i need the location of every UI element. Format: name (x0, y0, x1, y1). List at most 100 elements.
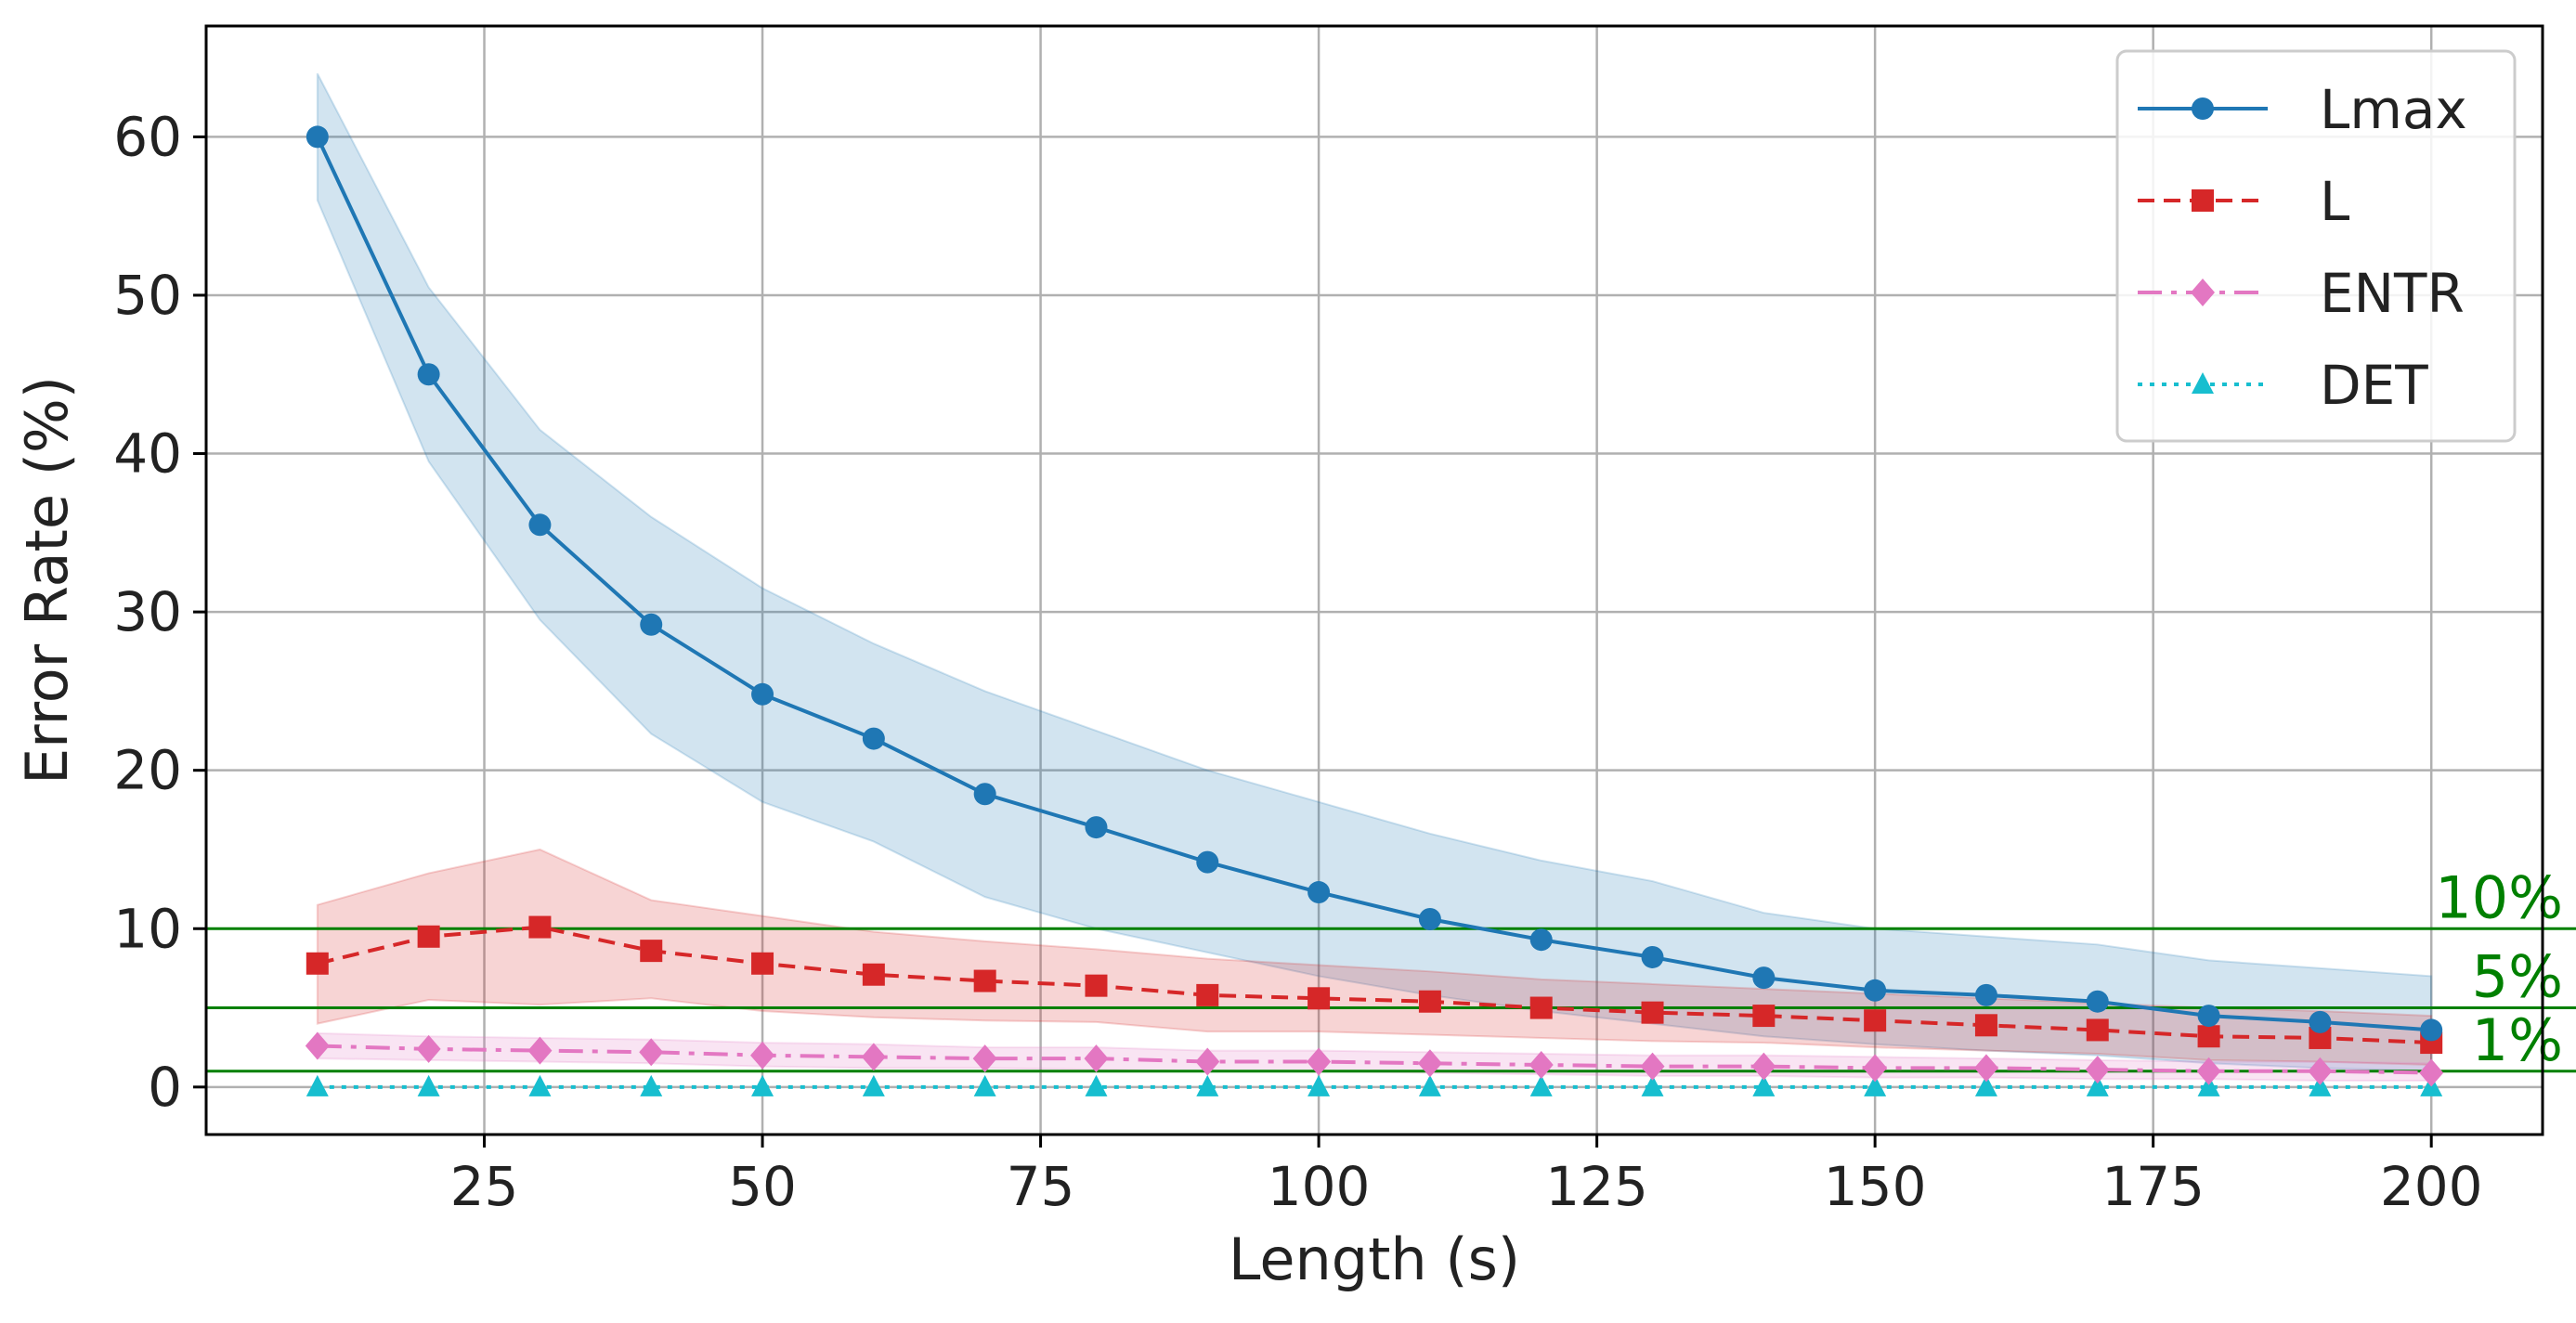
legend-marker-entr (2191, 279, 2215, 306)
data-point-det (751, 1074, 774, 1096)
data-point-l (1196, 983, 1219, 1006)
y-tick-label: 60 (113, 105, 182, 168)
x-tick-label: 200 (2380, 1155, 2483, 1218)
data-point-det (973, 1074, 996, 1096)
data-point-entr (2308, 1057, 2333, 1085)
data-point-lmax (2086, 990, 2109, 1013)
y-tick-label: 40 (113, 422, 182, 486)
data-point-entr (2196, 1057, 2221, 1085)
data-point-det (640, 1074, 663, 1096)
data-point-entr (1084, 1044, 1109, 1073)
data-point-l (2086, 1018, 2109, 1042)
data-point-l (1418, 990, 1441, 1013)
data-point-entr (305, 1031, 330, 1060)
data-point-lmax (1418, 908, 1441, 931)
x-tick-label: 175 (2101, 1155, 2205, 1218)
data-point-det (1529, 1074, 1553, 1096)
data-point-det (1752, 1074, 1776, 1096)
data-point-l (1529, 996, 1553, 1019)
data-point-l (306, 952, 329, 975)
data-point-entr (750, 1041, 775, 1070)
x-tick-label: 150 (1824, 1155, 1927, 1218)
series-line-l (317, 925, 2432, 1045)
legend-label-l: L (2320, 170, 2349, 233)
series-det (306, 1074, 2443, 1096)
data-point-lmax (306, 125, 329, 149)
y-tick-label: 30 (113, 580, 182, 643)
data-point-det (1974, 1074, 1997, 1096)
threshold-lines: 10%5%1% (206, 863, 2576, 1074)
data-point-lmax (862, 727, 885, 750)
data-point-det (1418, 1074, 1441, 1096)
data-point-lmax (1641, 945, 1664, 968)
data-point-lmax (1752, 966, 1776, 990)
data-point-entr (639, 1038, 664, 1067)
data-point-lmax (751, 682, 774, 706)
data-point-lmax (417, 363, 440, 386)
data-point-det (2309, 1074, 2332, 1096)
series-line-entr (317, 1044, 2432, 1075)
data-point-det (2086, 1074, 2109, 1096)
data-point-lmax (2309, 1010, 2332, 1033)
data-point-det (1196, 1074, 1219, 1096)
data-point-lmax (1974, 983, 1997, 1006)
data-point-l (528, 915, 552, 939)
data-point-entr (527, 1036, 553, 1065)
series-line-lmax (315, 136, 2432, 1032)
data-point-entr (1640, 1052, 1665, 1081)
data-point-l (1752, 1005, 1776, 1028)
data-point-entr (2419, 1058, 2444, 1087)
legend-label-lmax: Lmax (2320, 78, 2467, 141)
data-point-det (1085, 1074, 1108, 1096)
data-point-entr (1417, 1049, 1442, 1078)
data-point-l (1641, 1001, 1664, 1024)
series-entr (305, 1031, 2444, 1087)
data-point-l (1864, 1009, 1887, 1032)
data-point-det (417, 1074, 440, 1096)
legend: Lmax L ENTR DET (2115, 49, 2517, 443)
y-tick-label: 20 (113, 739, 182, 802)
data-series (305, 125, 2444, 1096)
legend-marker-det (2192, 372, 2214, 394)
data-point-entr (1751, 1052, 1776, 1081)
data-point-l (1974, 1014, 1997, 1037)
data-point-det (862, 1074, 885, 1096)
threshold-label-5: 5% (2472, 943, 2563, 1011)
data-point-lmax (1308, 881, 1331, 904)
data-point-det (2197, 1074, 2220, 1096)
data-point-l (2197, 1025, 2220, 1048)
data-point-l (862, 963, 885, 986)
data-point-det (528, 1074, 552, 1096)
data-point-l (417, 925, 440, 948)
data-point-lmax (528, 513, 552, 537)
series-lmax (306, 125, 2443, 1042)
legend-marker-lmax (2192, 97, 2214, 120)
x-tick-label: 25 (450, 1155, 519, 1218)
data-point-entr (972, 1044, 997, 1073)
x-tick-label: 125 (1545, 1155, 1648, 1218)
legend-marker-l (2192, 189, 2214, 212)
axis-ticks: 25 50 75 100 125 150 175 200 0 10 20 30 40 50 60 (113, 105, 2482, 1218)
x-tick-label: 100 (1268, 1155, 1371, 1218)
data-point-det (1641, 1074, 1664, 1096)
y-tick-label: 0 (148, 1056, 182, 1119)
data-point-entr (1863, 1054, 1888, 1083)
data-point-det (1864, 1074, 1887, 1096)
x-axis-label: Length (s) (1229, 1226, 1520, 1293)
data-point-entr (416, 1034, 441, 1063)
y-tick-label: 50 (113, 264, 182, 327)
data-point-l (1308, 987, 1331, 1010)
x-tick-label: 50 (728, 1155, 797, 1218)
data-point-entr (2085, 1056, 2110, 1084)
y-axis-label: Error Rate (%) (13, 376, 81, 785)
data-point-entr (1529, 1050, 1554, 1079)
data-point-lmax (1196, 850, 1219, 874)
data-point-l (751, 952, 774, 975)
data-point-entr (1195, 1047, 1220, 1076)
threshold-label-1: 1% (2472, 1006, 2563, 1074)
data-point-lmax (2197, 1005, 2220, 1028)
data-point-lmax (2420, 1018, 2443, 1042)
data-point-entr (1973, 1054, 1998, 1083)
data-point-entr (1307, 1047, 1332, 1076)
